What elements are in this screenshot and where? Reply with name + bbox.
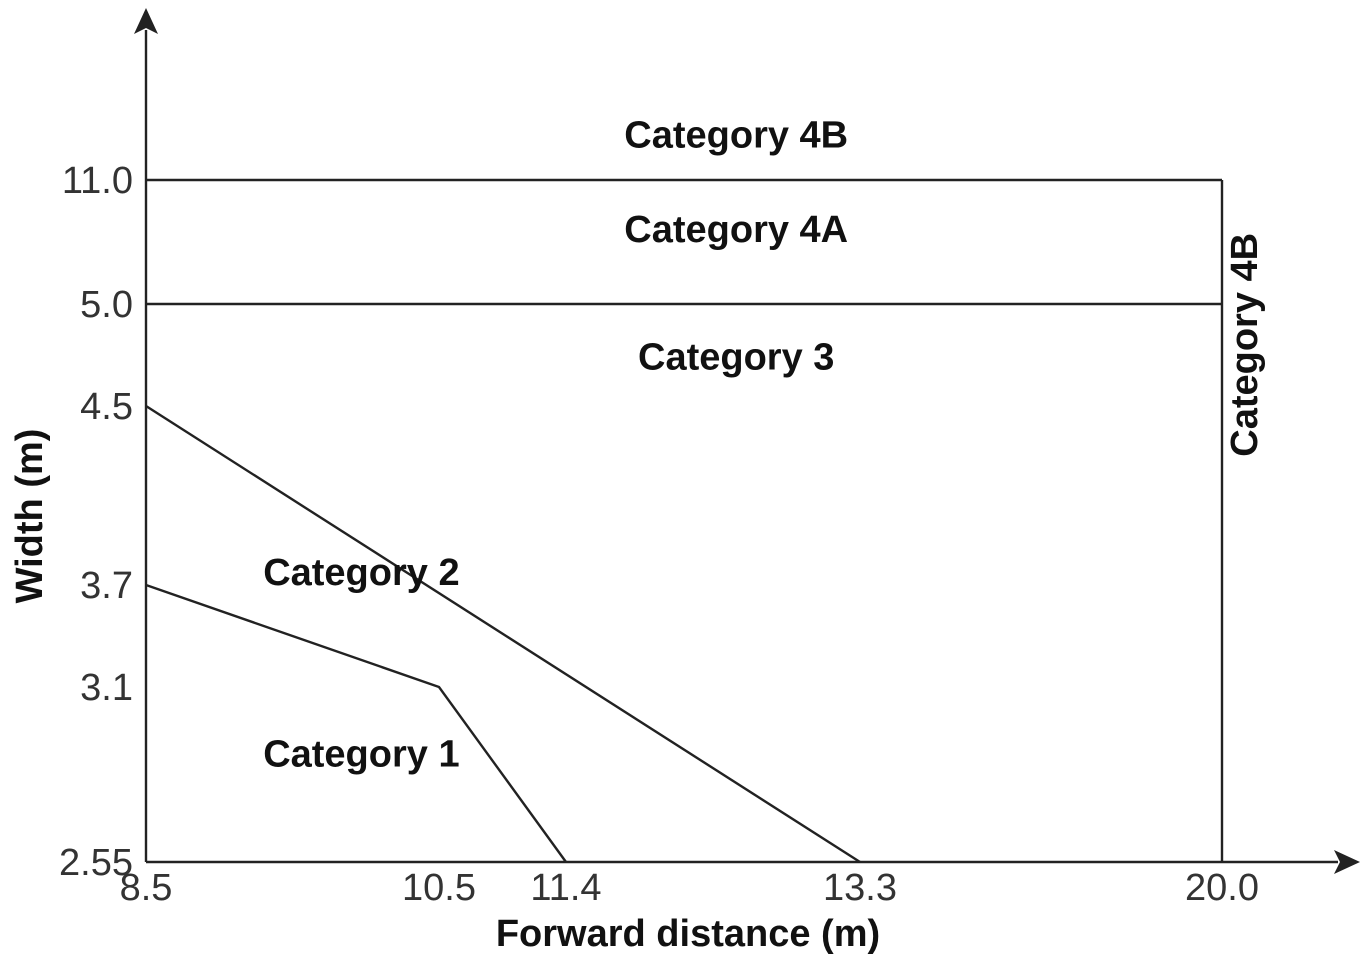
tick-labels: 8.5 10.5 11.4 13.3 20.0 2.55 3.1 3.7 4.5 5.0 11.0 [59, 160, 1259, 909]
region-label: Category 4B [624, 115, 848, 157]
axes [134, 8, 1360, 874]
region-labels: Category 1 Category 2 Category 3 Category 4… [263, 115, 1266, 776]
y-tick-label: 5.0 [80, 284, 133, 326]
x-tick-label: 8.5 [120, 867, 173, 909]
x-tick-label: 11.4 [530, 867, 601, 909]
x-axis-arrow-icon [1334, 850, 1360, 874]
region-label: Category 3 [638, 336, 834, 378]
y-axis-title: Width (m) [9, 429, 51, 604]
x-tick-label: 13.3 [823, 867, 897, 909]
series-line-2 [145, 404, 861, 864]
y-tick-label: 4.5 [80, 386, 133, 428]
region-label: Category 4B [1224, 233, 1266, 457]
x-tick-label: 20.0 [1185, 867, 1259, 909]
y-axis-arrow-icon [134, 8, 158, 34]
y-tick-label: 3.7 [80, 565, 133, 607]
y-tick-label: 11.0 [62, 160, 133, 202]
region-label: Category 2 [263, 552, 459, 594]
series-line-1 [145, 583, 567, 863]
y-tick-label: 3.1 [80, 667, 133, 709]
series-lines [145, 178, 1224, 864]
x-axis-title: Forward distance (m) [496, 913, 880, 955]
y-tick-label: 2.55 [59, 842, 133, 884]
region-label: Category 4A [624, 209, 848, 251]
region-label: Category 1 [263, 734, 459, 776]
x-tick-label: 10.5 [402, 867, 476, 909]
